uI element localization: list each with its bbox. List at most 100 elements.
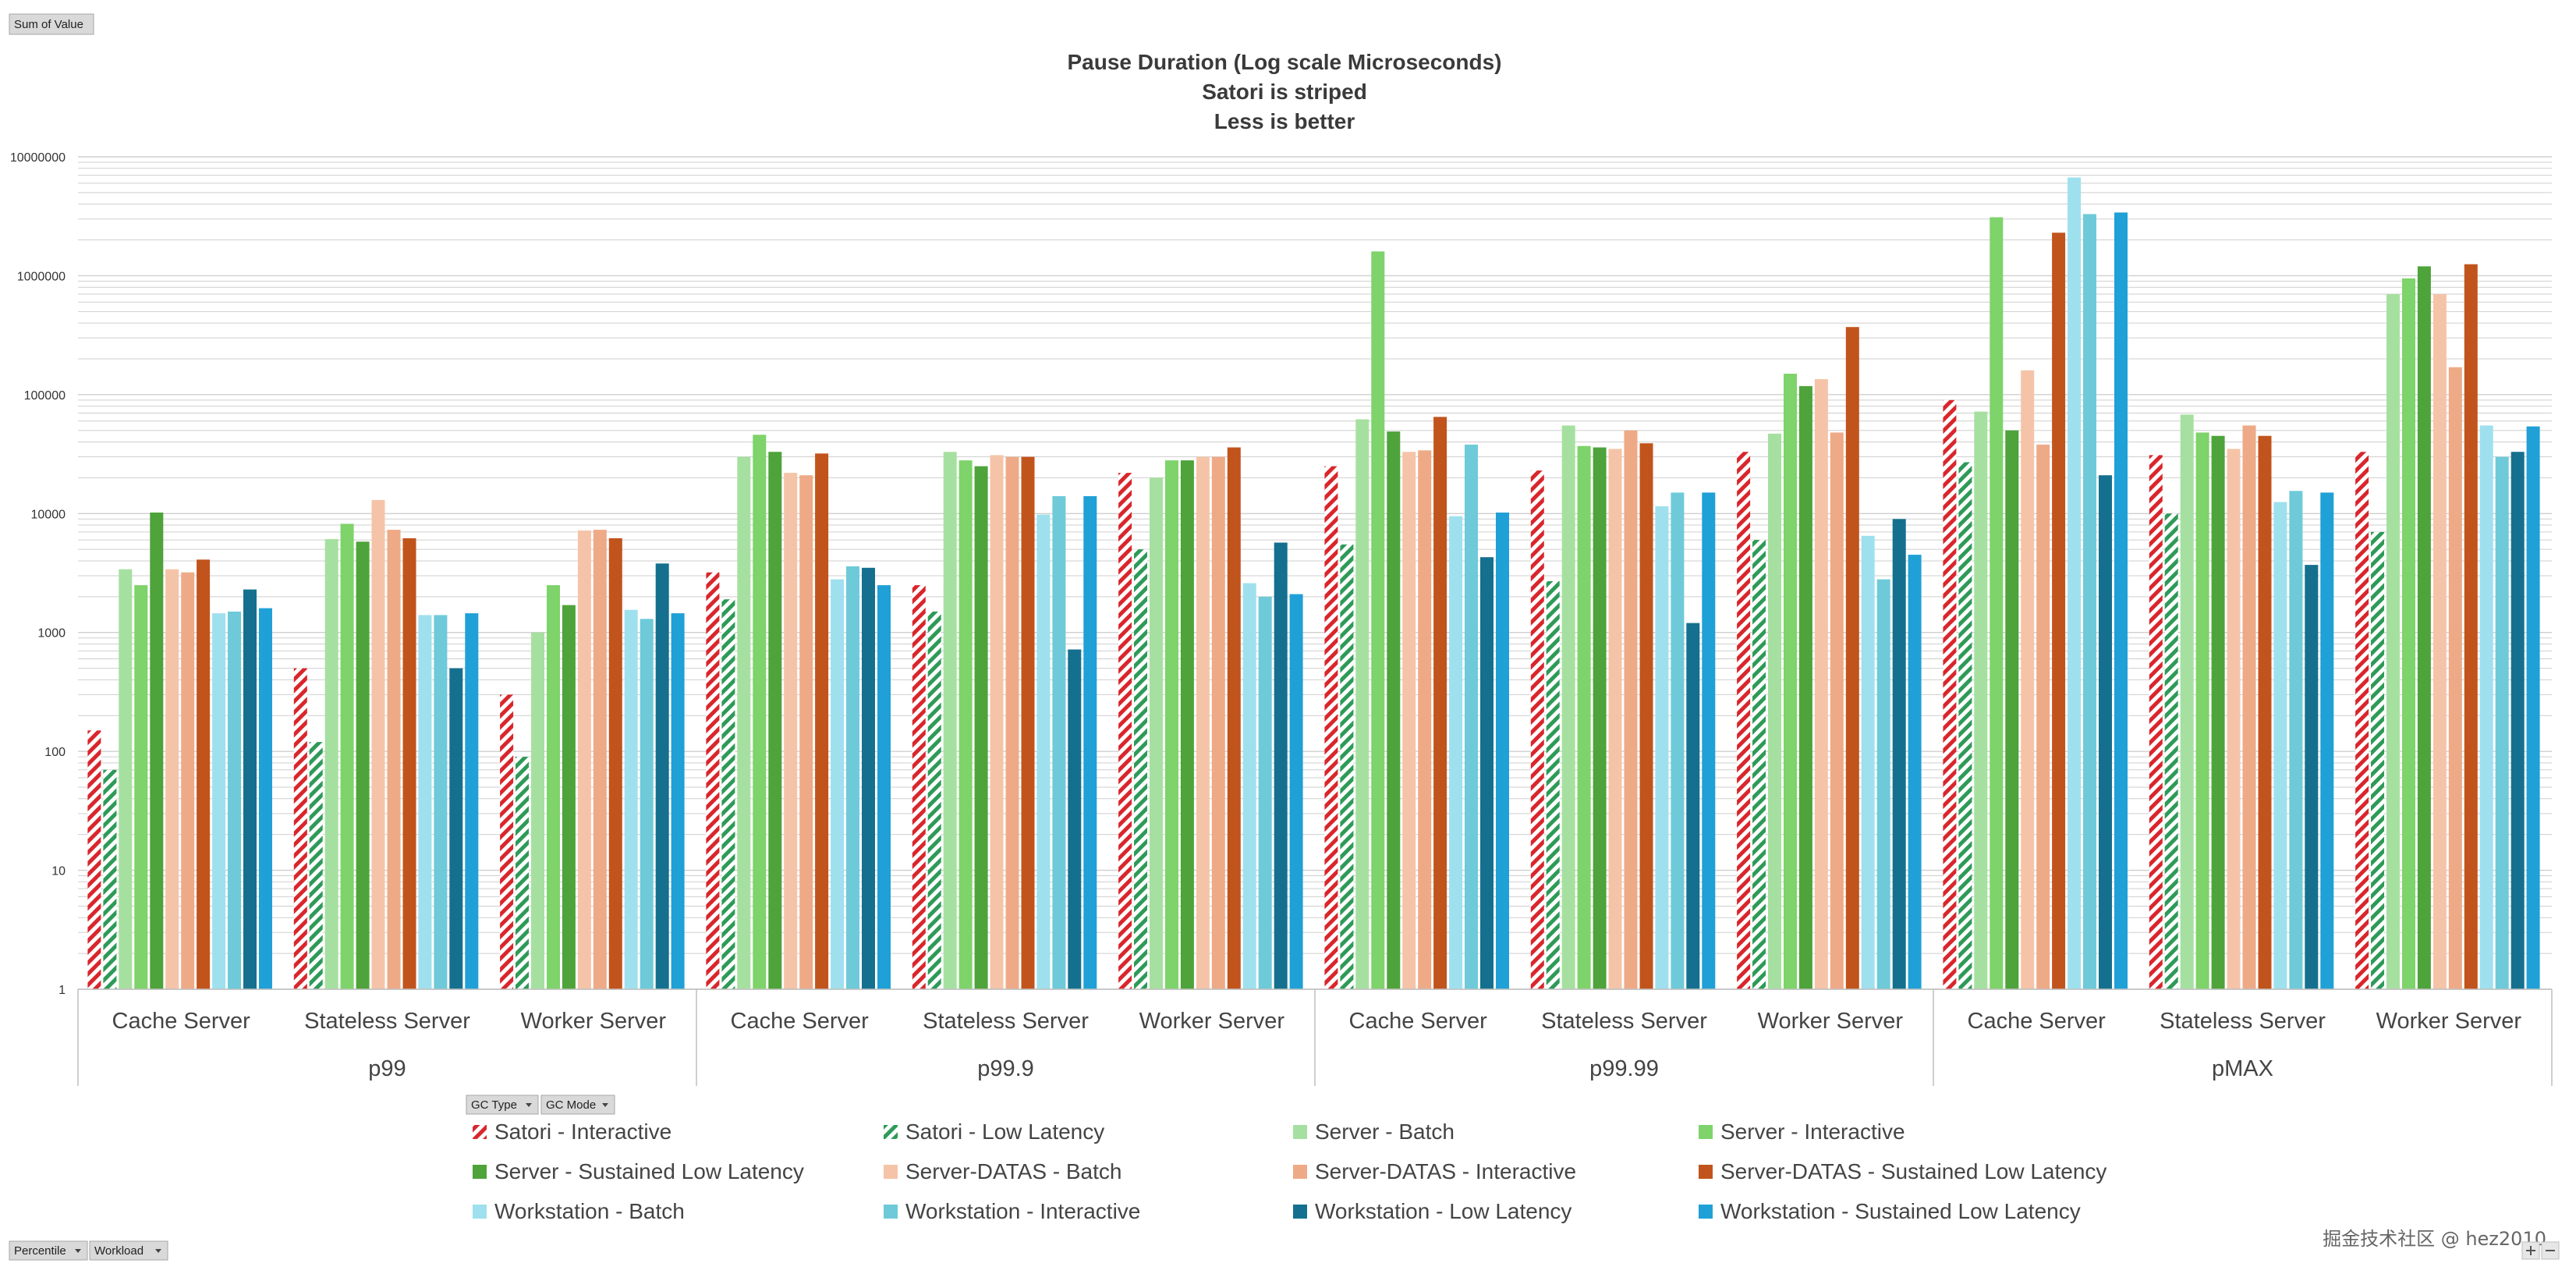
y-tick-label: 10000000 bbox=[10, 151, 66, 165]
bar bbox=[1355, 419, 1369, 989]
bar bbox=[1908, 555, 1922, 989]
legend-item[interactable]: Server-DATAS - Batch bbox=[884, 1159, 1121, 1183]
bar-series bbox=[87, 177, 2540, 989]
bar bbox=[2258, 435, 2272, 989]
bar bbox=[356, 541, 370, 989]
bar bbox=[371, 499, 385, 989]
bar bbox=[846, 566, 859, 989]
bar bbox=[2227, 449, 2241, 989]
bar bbox=[1752, 540, 1766, 989]
bar bbox=[1702, 492, 1716, 989]
legend-item[interactable]: Workstation - Interactive bbox=[884, 1199, 1140, 1223]
bar bbox=[706, 572, 720, 989]
y-tick-label: 10 bbox=[51, 865, 66, 878]
bar bbox=[1639, 443, 1653, 989]
bar bbox=[799, 475, 813, 989]
legend-item[interactable]: Workstation - Low Latency bbox=[1293, 1199, 1571, 1223]
legend-label: Server - Interactive bbox=[1720, 1120, 1905, 1144]
legend-swatch bbox=[884, 1165, 898, 1179]
legend-swatch bbox=[473, 1165, 487, 1179]
bar bbox=[1496, 513, 1509, 989]
legend-swatch bbox=[473, 1125, 487, 1139]
legend-swatch bbox=[1699, 1205, 1713, 1219]
bar bbox=[434, 615, 448, 989]
watermark: 掘金技术社区 @ hez2010 bbox=[2323, 1228, 2546, 1250]
bar bbox=[259, 608, 272, 989]
chart-title: Pause Duration (Log scale Microseconds) … bbox=[1067, 50, 1501, 133]
x-group-label: p99 bbox=[368, 1056, 406, 1081]
percentile-field-button[interactable]: Percentile bbox=[9, 1240, 88, 1261]
y-tick-label: 1000000 bbox=[17, 270, 66, 283]
legend-swatch bbox=[884, 1125, 898, 1139]
bar bbox=[1165, 460, 1178, 989]
workload-field-button[interactable]: Workload bbox=[89, 1240, 168, 1261]
legend-item[interactable]: Workstation - Sustained Low Latency bbox=[1699, 1199, 2081, 1223]
bar bbox=[1005, 456, 1019, 989]
plus-icon bbox=[2526, 1246, 2535, 1255]
legend-swatch bbox=[884, 1205, 898, 1219]
legend-label: Workstation - Low Latency bbox=[1315, 1199, 1571, 1223]
bar bbox=[815, 453, 829, 989]
bar bbox=[197, 559, 211, 989]
bar bbox=[309, 742, 323, 989]
bar bbox=[1324, 466, 1338, 989]
bar bbox=[1480, 557, 1494, 989]
legend-item[interactable]: Server - Sustained Low Latency bbox=[473, 1159, 804, 1183]
x-category-label: Worker Server bbox=[521, 1009, 667, 1034]
bar bbox=[1118, 473, 1132, 989]
y-axis-tick-labels: 1 10 100 1000 10000 100000 1000000 10000000 bbox=[10, 151, 66, 997]
bar bbox=[2479, 425, 2493, 989]
zoom-controls[interactable] bbox=[2521, 1241, 2560, 1260]
x-category-label: Cache Server bbox=[1349, 1009, 1488, 1034]
y-gridlines bbox=[78, 156, 2552, 990]
bar bbox=[1737, 452, 1751, 989]
gc-mode-field-label: GC Mode bbox=[546, 1098, 596, 1112]
legend-item[interactable]: Server - Interactive bbox=[1699, 1120, 1905, 1144]
x-category-label: Stateless Server bbox=[2160, 1009, 2326, 1034]
legend-item[interactable]: Server-DATAS - Sustained Low Latency bbox=[1699, 1159, 2107, 1183]
bar bbox=[2510, 452, 2525, 989]
bar bbox=[1561, 425, 1575, 989]
bar bbox=[1227, 447, 1241, 989]
bar bbox=[340, 523, 354, 989]
value-field-button[interactable]: Sum of Value bbox=[9, 13, 94, 35]
legend-swatch bbox=[473, 1205, 487, 1219]
gc-mode-field-button[interactable]: GC Mode bbox=[540, 1095, 615, 1115]
bar bbox=[1990, 217, 2004, 989]
bar bbox=[1180, 460, 1194, 989]
bar bbox=[150, 513, 164, 989]
bar bbox=[1624, 430, 1638, 989]
gc-type-field-button[interactable]: GC Type bbox=[466, 1095, 539, 1115]
bar bbox=[768, 452, 782, 989]
legend-swatch bbox=[1699, 1125, 1713, 1139]
bar bbox=[2195, 432, 2209, 989]
bar bbox=[418, 615, 432, 989]
bar bbox=[2464, 264, 2478, 989]
bar bbox=[547, 585, 560, 989]
bar bbox=[1052, 496, 1066, 989]
bar bbox=[1814, 379, 1828, 989]
bar bbox=[1402, 452, 1416, 989]
chart-title-line-2: Satori is striped bbox=[1202, 80, 1367, 104]
bar bbox=[1943, 399, 1957, 989]
bar bbox=[1387, 431, 1401, 989]
chart-title-line-3: Less is better bbox=[1214, 109, 1355, 133]
bar bbox=[1861, 535, 1875, 989]
bar bbox=[2371, 531, 2384, 989]
x-group-label: p99.99 bbox=[1589, 1056, 1659, 1081]
bar bbox=[990, 455, 1004, 989]
legend-item[interactable]: Satori - Interactive bbox=[473, 1120, 671, 1144]
legend-item[interactable]: Server-DATAS - Interactive bbox=[1293, 1159, 1576, 1183]
bar bbox=[243, 589, 257, 989]
chevron-down-icon bbox=[526, 1103, 532, 1107]
bar bbox=[2402, 278, 2415, 989]
legend-item[interactable]: Server - Batch bbox=[1293, 1120, 1455, 1144]
bar bbox=[1845, 327, 1859, 989]
legend-item[interactable]: Workstation - Batch bbox=[473, 1199, 685, 1223]
bar bbox=[1150, 477, 1163, 989]
value-field-label: Sum of Value bbox=[14, 18, 83, 31]
bar bbox=[737, 456, 751, 989]
legend-item[interactable]: Satori - Low Latency bbox=[884, 1120, 1104, 1144]
bar bbox=[2305, 565, 2319, 989]
chart-title-line-1: Pause Duration (Log scale Microseconds) bbox=[1067, 50, 1501, 74]
